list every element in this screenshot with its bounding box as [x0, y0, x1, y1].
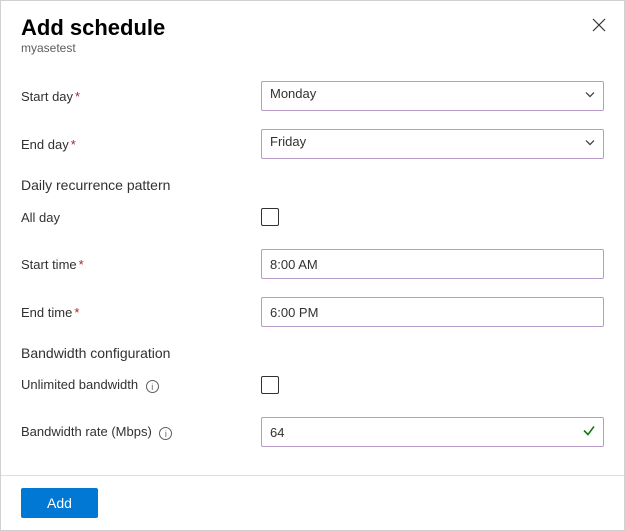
required-marker: *: [71, 137, 76, 152]
label-start-day: Start day*: [21, 89, 261, 104]
start-time-input[interactable]: [261, 249, 604, 279]
end-day-label-text: End day: [21, 137, 69, 152]
add-button[interactable]: Add: [21, 488, 98, 518]
info-icon[interactable]: i: [159, 427, 172, 440]
row-all-day: All day: [21, 203, 604, 231]
close-icon[interactable]: [592, 17, 606, 35]
label-start-time: Start time*: [21, 257, 261, 272]
info-icon[interactable]: i: [146, 380, 159, 393]
label-unlimited: Unlimited bandwidth i: [21, 377, 261, 392]
row-end-time: End time*: [21, 297, 604, 327]
add-schedule-panel: Add schedule myasetest Start day* Monday: [0, 0, 625, 531]
panel-body: Add schedule myasetest Start day* Monday: [1, 1, 624, 475]
all-day-checkbox[interactable]: [261, 208, 279, 226]
panel-footer: Add: [1, 475, 624, 530]
required-marker: *: [75, 89, 80, 104]
start-time-label-text: Start time: [21, 257, 77, 272]
required-marker: *: [74, 305, 79, 320]
panel-title: Add schedule: [21, 15, 604, 41]
label-end-time: End time*: [21, 305, 261, 320]
label-end-day: End day*: [21, 137, 261, 152]
unlimited-label-text: Unlimited bandwidth: [21, 377, 138, 392]
section-recurrence: Daily recurrence pattern: [21, 177, 604, 193]
section-bandwidth: Bandwidth configuration: [21, 345, 604, 361]
row-start-time: Start time*: [21, 249, 604, 279]
start-day-label-text: Start day: [21, 89, 73, 104]
row-start-day: Start day* Monday: [21, 81, 604, 111]
label-all-day: All day: [21, 210, 261, 225]
label-rate: Bandwidth rate (Mbps) i: [21, 424, 261, 439]
form: Start day* Monday End day*: [21, 81, 604, 447]
row-unlimited: Unlimited bandwidth i: [21, 371, 604, 399]
row-rate: Bandwidth rate (Mbps) i: [21, 417, 604, 447]
end-time-label-text: End time: [21, 305, 72, 320]
panel-subtitle: myasetest: [21, 41, 604, 55]
bandwidth-rate-input[interactable]: [261, 417, 604, 447]
required-marker: *: [79, 257, 84, 272]
panel-header: Add schedule myasetest: [21, 15, 604, 55]
rate-label-text: Bandwidth rate (Mbps): [21, 424, 152, 439]
end-time-input[interactable]: [261, 297, 604, 327]
end-day-select[interactable]: Friday: [261, 129, 604, 159]
row-end-day: End day* Friday: [21, 129, 604, 159]
unlimited-checkbox[interactable]: [261, 376, 279, 394]
start-day-select[interactable]: Monday: [261, 81, 604, 111]
